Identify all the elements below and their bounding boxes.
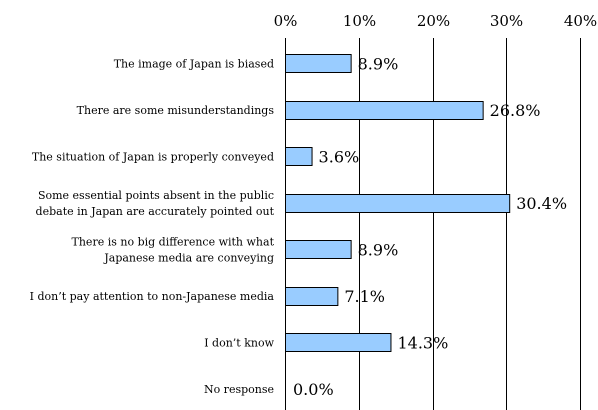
bar [285,147,313,166]
category-label: There are some misunderstandings [77,104,275,117]
bar [285,287,339,306]
category-label: The situation of Japan is properly conve… [32,150,274,163]
category-label: The image of Japan is biased [114,57,274,70]
bar [285,54,352,73]
value-label: 0.0% [293,380,334,399]
value-label: 3.6% [319,147,360,166]
category-label: Japanese media are conveying [103,251,274,264]
bar [285,194,511,213]
bar [285,101,484,120]
category-label: Some essential points absent in the publ… [38,189,274,202]
category-label: No response [204,383,274,396]
value-label: 14.3% [397,333,448,352]
value-label: 26.8% [490,101,541,120]
x-tick-label: 10% [343,12,376,30]
x-tick-label: 20% [417,12,450,30]
value-label: 8.9% [358,54,399,73]
value-label: 30.4% [516,194,567,213]
category-label: debate in Japan are accurately pointed o… [36,205,275,218]
x-tick-label: 30% [490,12,523,30]
value-label: 7.1% [344,287,385,306]
bar [285,333,392,352]
bar [285,240,352,259]
x-tick-label: 0% [274,12,298,30]
category-label: I don’t pay attention to non-Japanese me… [30,290,275,303]
category-label: I don’t know [204,336,274,349]
value-label: 8.9% [358,240,399,259]
category-label: There is no big difference with what [72,235,275,248]
x-tick-label: 40% [564,12,597,30]
